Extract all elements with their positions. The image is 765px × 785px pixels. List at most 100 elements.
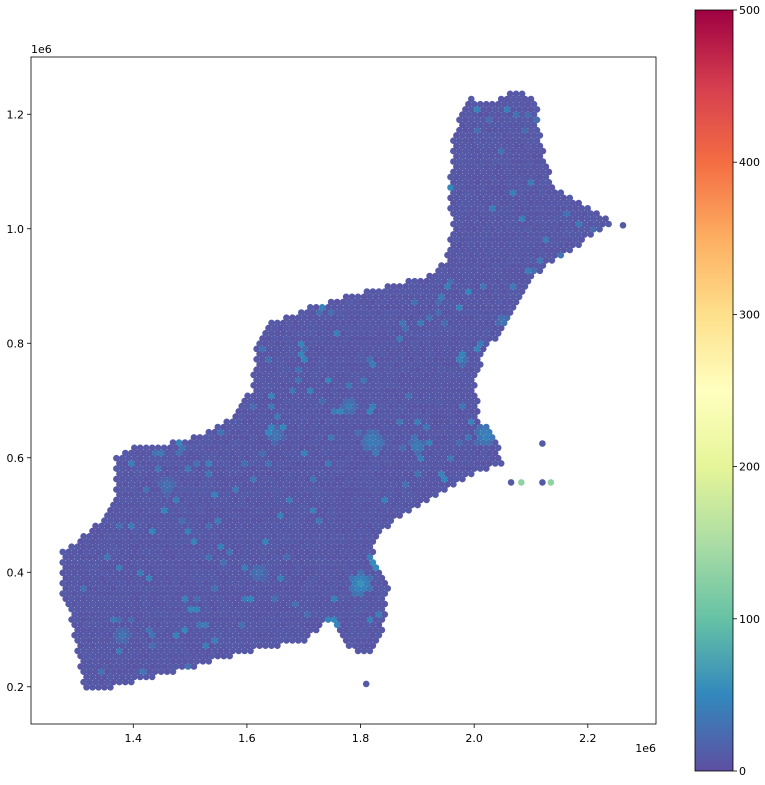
data-point (122, 470, 129, 478)
data-point (411, 465, 419, 472)
data-point (366, 345, 374, 353)
data-point (312, 324, 320, 332)
data-point (232, 454, 239, 462)
data-point (271, 637, 278, 644)
data-point (202, 569, 210, 577)
data-point (274, 454, 281, 462)
data-point (107, 684, 114, 691)
data-point (166, 590, 174, 597)
data-point (223, 481, 230, 488)
data-point (348, 533, 356, 540)
data-point (468, 408, 475, 415)
data-point (312, 335, 320, 342)
data-point (324, 439, 332, 446)
data-point (298, 444, 305, 452)
x-axis: 1.4 1.6 1.8 2.0 2.2 (125, 724, 597, 745)
data-point (244, 392, 251, 400)
data-point (133, 668, 141, 675)
data-point (405, 361, 413, 368)
data-point (107, 517, 114, 524)
data-point (315, 569, 323, 577)
data-point (113, 590, 120, 597)
data-point (485, 283, 493, 290)
data-point (366, 605, 374, 613)
data-point (321, 527, 329, 535)
data-point (304, 423, 311, 431)
data-point (89, 590, 96, 597)
data-point (190, 434, 198, 441)
data-point (304, 475, 311, 483)
data-point (241, 449, 248, 457)
data-point (363, 402, 371, 410)
data-point (145, 543, 153, 550)
data-point (104, 626, 111, 634)
data-point (283, 449, 290, 457)
data-point (301, 387, 308, 394)
data-point (318, 605, 326, 613)
data-point (238, 559, 245, 566)
data-point (229, 428, 236, 436)
data-point (393, 454, 401, 462)
data-point (321, 309, 329, 316)
data-point (360, 387, 368, 394)
data-point (71, 559, 78, 566)
data-point (175, 449, 183, 457)
data-point (468, 95, 475, 103)
data-point (468, 304, 475, 311)
data-point (384, 324, 392, 332)
data-point (98, 605, 105, 613)
data-point (253, 543, 260, 550)
data-point (175, 616, 183, 623)
data-point (136, 673, 144, 681)
data-point (360, 574, 368, 582)
data-point (417, 319, 424, 327)
data-point (199, 449, 207, 457)
data-point (122, 512, 129, 519)
data-point (459, 475, 466, 483)
data-point (366, 533, 374, 540)
data-point (253, 460, 260, 467)
data-point (250, 548, 257, 556)
data-point (286, 527, 293, 535)
data-point (62, 574, 69, 582)
data-point (65, 569, 72, 577)
data-point (384, 585, 392, 592)
data-point (125, 454, 132, 462)
data-point (289, 533, 296, 540)
data-point (411, 475, 419, 483)
data-point (301, 522, 308, 530)
data-point (202, 538, 210, 545)
data-point (110, 647, 117, 655)
data-point (432, 314, 439, 322)
data-point (307, 605, 314, 613)
data-point (485, 293, 493, 301)
data-point (241, 397, 248, 405)
data-point (411, 486, 419, 493)
data-point (390, 418, 398, 426)
data-point (157, 449, 165, 457)
data-point (163, 564, 171, 571)
data-point (348, 616, 356, 623)
data-point (107, 652, 114, 660)
data-point (393, 319, 401, 327)
data-point (86, 637, 93, 644)
data-point (307, 533, 314, 540)
data-point (477, 423, 484, 431)
data-point (199, 574, 207, 582)
data-point (187, 439, 195, 446)
data-point (384, 449, 392, 457)
data-point (339, 444, 347, 452)
data-point (474, 418, 481, 426)
data-point (187, 585, 195, 592)
data-point (351, 600, 359, 608)
data-point (232, 475, 239, 483)
data-point (381, 590, 389, 597)
data-point (292, 382, 299, 389)
data-point (83, 538, 90, 545)
data-point (408, 387, 416, 394)
data-point (363, 423, 371, 431)
data-point (369, 611, 377, 618)
data-point (241, 543, 248, 550)
data-point (145, 595, 153, 603)
data-point (122, 543, 129, 550)
